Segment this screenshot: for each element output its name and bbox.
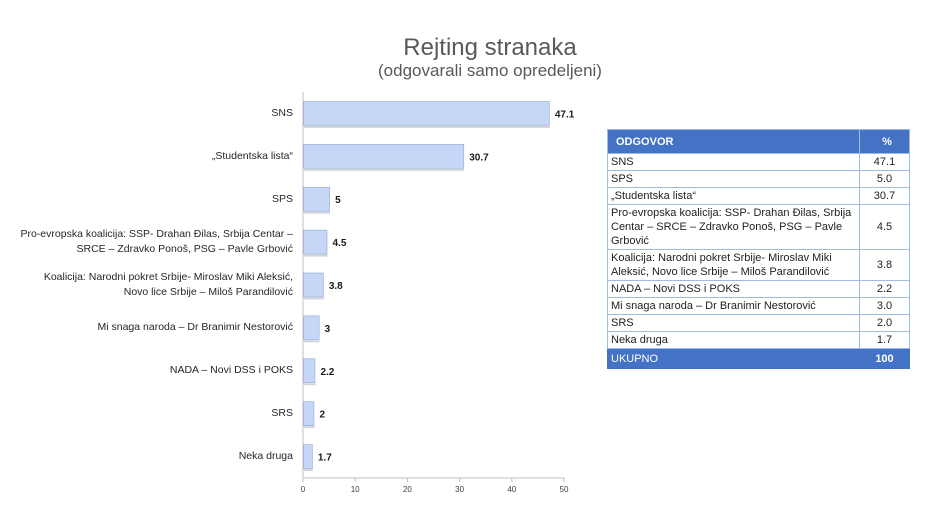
bar-value-label: 5: [335, 195, 341, 206]
table-row: SRS 2.0: [607, 314, 910, 332]
category-label-line: „Studentska lista“: [211, 149, 293, 162]
table-cell-answer: Mi snaga naroda – Dr Branimir Nestorović: [607, 297, 860, 315]
category-label-line: Neka druga: [238, 450, 293, 463]
category-label: Mi snaga naroda – Dr Branimir Nestorović: [3, 320, 294, 335]
table-row: NADA – Novi DSS i POKS 2.2: [607, 280, 910, 298]
x-tick-label: 50: [560, 485, 569, 494]
category-label-line: Mi snaga naroda – Dr Branimir Nestorović: [97, 321, 294, 334]
table-cell-percent: 2.0: [859, 314, 910, 332]
table-header-row: ODGOVOR %: [607, 129, 910, 154]
table-row: Neka druga 1.7: [607, 331, 910, 349]
bar: [303, 358, 316, 384]
bar-value-label: 1.7: [318, 453, 332, 464]
category-label-line: SRS: [271, 407, 293, 420]
bar-value-label: 2.2: [320, 367, 334, 378]
table-cell-answer: Neka druga: [607, 331, 860, 349]
table-cell-percent: 30.7: [859, 187, 910, 205]
table-total-label: UKUPNO: [607, 348, 860, 369]
bar: [303, 144, 465, 169]
table-header-answer: ODGOVOR: [607, 129, 860, 154]
x-tick-label: 10: [351, 485, 360, 494]
table-row: Pro-evropska koalicija: SSP- Drahan Đila…: [607, 204, 910, 250]
table-header-percent: %: [859, 129, 910, 154]
table-cell-answer: NADA – Novi DSS i POKS: [607, 280, 860, 298]
table-total-row: UKUPNO 100: [607, 348, 910, 369]
chart-subtitle: (odgovarali samo opredeljeni): [378, 61, 602, 80]
results-table: ODGOVOR % SNS 47.1 SPS 5.0 „Studentska lista…: [607, 129, 910, 369]
bar: [303, 229, 328, 255]
category-label-line: Koalicija: Narodni pokret Srbije- Mirosl…: [43, 271, 293, 283]
category-label-line: SRCE – Zdravko Ponoš, PSG – Pavle Grbovi…: [76, 243, 293, 256]
category-label: SRS: [3, 406, 293, 421]
bar: [303, 444, 313, 469]
x-tick-label: 0: [301, 485, 306, 494]
table-cell-percent: 1.7: [859, 331, 910, 349]
table-total-value: 100: [859, 348, 910, 369]
category-label: NADA – Novi DSS i POKS: [3, 363, 293, 378]
category-label-line: SPS: [271, 192, 293, 205]
table-body: SNS 47.1 SPS 5.0 „Studentska lista“ 30.7 Pro-e…: [607, 153, 910, 349]
table-row: Mi snaga naroda – Dr Branimir Nestorović…: [607, 297, 910, 315]
table-cell-answer: SPS: [607, 170, 860, 188]
bar-value-label: 47.1: [555, 109, 575, 120]
table-cell-percent: 4.5: [859, 204, 910, 250]
x-tick-label: 30: [455, 485, 464, 494]
category-label: „Studentska lista“: [3, 149, 293, 164]
category-label: SPS: [3, 192, 293, 207]
x-tick-label: 20: [403, 485, 412, 494]
table-row: Koalicija: Narodni pokret Srbije- Mirosl…: [607, 249, 910, 281]
table-cell-percent: 5.0: [859, 170, 910, 188]
category-label-line: NADA – Novi DSS i POKS: [169, 364, 293, 377]
bar-value-label: 4.5: [332, 238, 346, 249]
bar: [303, 315, 320, 341]
bar: [303, 186, 330, 212]
table-cell-answer: Koalicija: Narodni pokret Srbije- Mirosl…: [607, 249, 860, 281]
bar-value-label: 30.7: [469, 152, 489, 163]
table-row: SNS 47.1: [607, 153, 910, 171]
table-cell-percent: 3.8: [859, 249, 910, 281]
table-cell-answer: SRS: [607, 314, 860, 332]
category-label: Pro-evropska koalicija: SSP- Drahan Đila…: [3, 227, 293, 257]
category-label-line: Novo lice Srbije – Miloš Parandilović: [123, 286, 293, 298]
bar-value-label: 3: [325, 324, 331, 335]
table-cell-percent: 2.2: [859, 280, 910, 298]
table-row: „Studentska lista“ 30.7: [607, 187, 910, 205]
category-label: SNS: [3, 106, 293, 121]
category-label: Koalicija: Narodni pokret Srbije- Mirosl…: [3, 270, 293, 300]
table-cell-answer: SNS: [607, 153, 860, 171]
category-label: Neka druga: [3, 449, 293, 464]
bar: [303, 101, 550, 126]
table-cell-percent: 47.1: [859, 153, 910, 171]
category-label-line: SNS: [271, 106, 293, 119]
bar-value-label: 2: [319, 410, 325, 421]
chart-title: Rejting stranaka: [403, 34, 577, 61]
table-cell-answer: Pro-evropska koalicija: SSP- Drahan Đila…: [607, 204, 860, 250]
bar: [303, 272, 324, 298]
bar-value-label: 3.8: [329, 281, 343, 292]
table-cell-percent: 3.0: [859, 297, 910, 315]
table-cell-answer: „Studentska lista“: [607, 187, 860, 205]
bar: [303, 401, 315, 426]
category-label-line: Pro-evropska koalicija: SSP- Drahan Đila…: [20, 228, 293, 241]
x-tick-label: 40: [507, 485, 516, 494]
table-row: SPS 5.0: [607, 170, 910, 188]
